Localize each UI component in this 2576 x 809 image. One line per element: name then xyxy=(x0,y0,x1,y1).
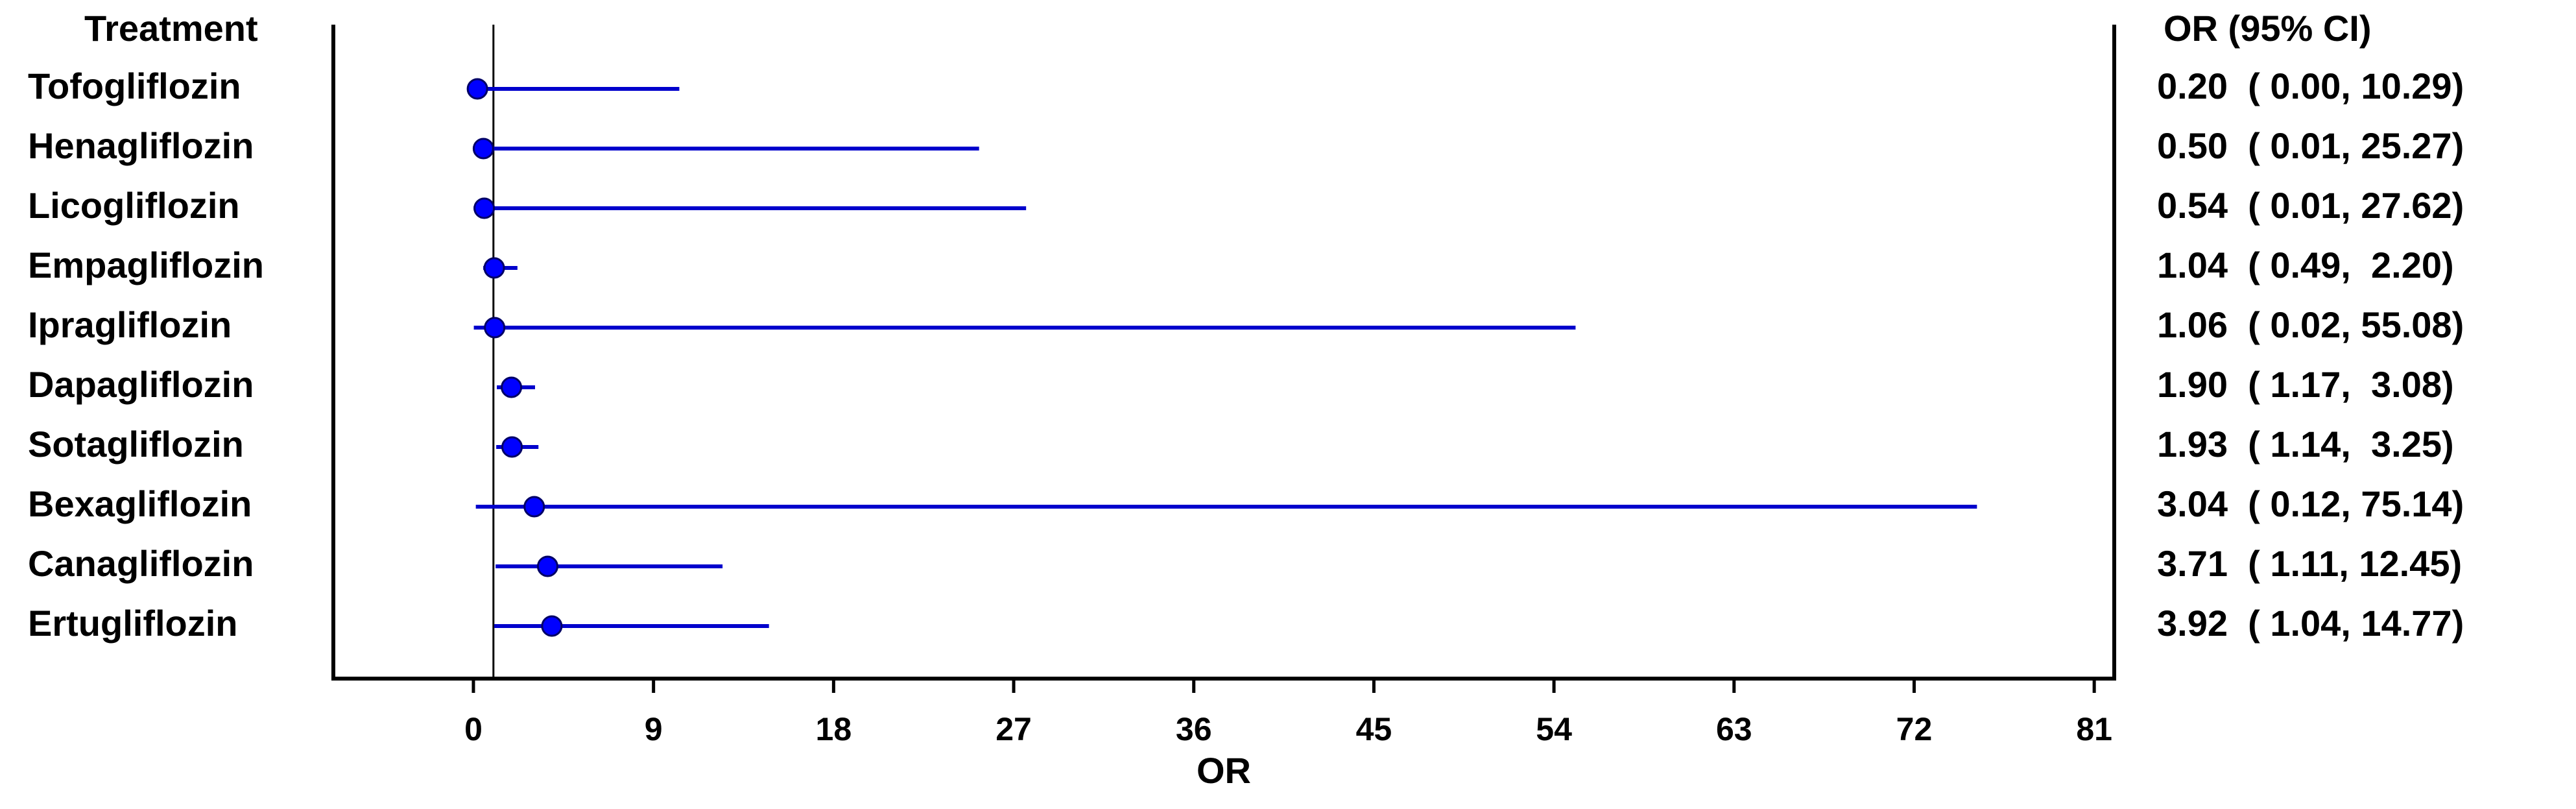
point-estimate xyxy=(484,317,506,339)
point-estimate xyxy=(466,78,488,100)
point-estimate xyxy=(483,257,505,279)
point-estimate xyxy=(501,376,523,398)
x-axis-label: OR xyxy=(1197,750,1251,791)
x-tick-label: 18 xyxy=(816,711,852,747)
row-label: Ertugliflozin xyxy=(28,603,238,644)
row-label: Ipragliflozin xyxy=(28,304,232,345)
point-estimate xyxy=(472,138,494,160)
x-tick-label: 0 xyxy=(464,711,483,747)
value-label: 1.06 ( 0.02, 55.08) xyxy=(2157,304,2464,345)
point-estimate xyxy=(473,197,495,219)
point-estimate xyxy=(501,436,523,458)
value-label: 1.04 ( 0.49, 2.20) xyxy=(2157,245,2454,285)
value-label: 0.54 ( 0.01, 27.62) xyxy=(2157,185,2464,226)
point-estimate xyxy=(536,555,558,577)
row-label: Dapagliflozin xyxy=(28,364,254,405)
row-label: Licogliflozin xyxy=(28,185,240,226)
point-estimate xyxy=(523,496,545,518)
value-label: 3.04 ( 0.12, 75.14) xyxy=(2157,483,2464,524)
point-estimate xyxy=(541,615,563,637)
x-tick-label: 9 xyxy=(645,711,663,747)
row-label: Henagliflozin xyxy=(28,125,254,166)
value-label: 0.20 ( 0.00, 10.29) xyxy=(2157,66,2464,106)
row-label: Canagliflozin xyxy=(28,543,254,584)
value-label: 1.90 ( 1.17, 3.08) xyxy=(2157,364,2454,405)
x-tick-label: 54 xyxy=(1536,711,1572,747)
value-label: 3.71 ( 1.11, 12.45) xyxy=(2157,543,2462,584)
row-label: Empagliflozin xyxy=(28,245,264,285)
value-header: OR (95% CI) xyxy=(2164,8,2372,49)
x-tick-label: 36 xyxy=(1176,711,1212,747)
x-tick-label: 45 xyxy=(1356,711,1392,747)
row-header: Treatment xyxy=(84,8,258,49)
value-label: 3.92 ( 1.04, 14.77) xyxy=(2157,603,2464,644)
x-tick-label: 27 xyxy=(996,711,1032,747)
value-label: 1.93 ( 1.14, 3.25) xyxy=(2157,424,2454,465)
row-label: Bexagliflozin xyxy=(28,483,252,524)
x-tick-label: 81 xyxy=(2076,711,2112,747)
value-label: 0.50 ( 0.01, 25.27) xyxy=(2157,125,2464,166)
x-tick-label: 72 xyxy=(1896,711,1933,747)
row-label: Sotagliflozin xyxy=(28,424,244,465)
row-label: Tofogliflozin xyxy=(28,66,241,106)
x-tick-label: 63 xyxy=(1716,711,1752,747)
